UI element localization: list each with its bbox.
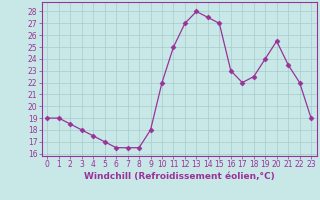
X-axis label: Windchill (Refroidissement éolien,°C): Windchill (Refroidissement éolien,°C): [84, 172, 275, 181]
